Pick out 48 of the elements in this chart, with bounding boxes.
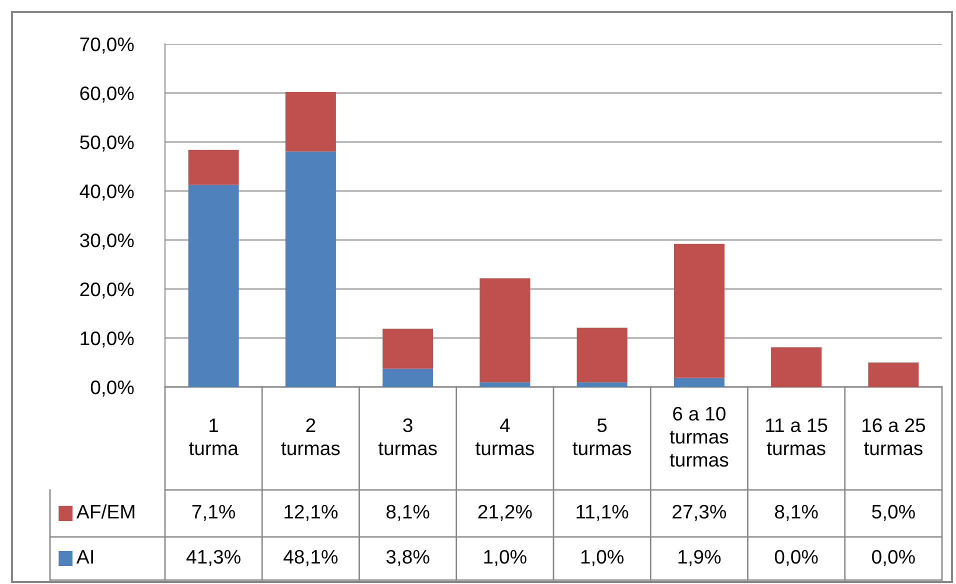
bar [382, 368, 434, 387]
data-label: 41,3% [186, 550, 240, 566]
y-tick-label: 40,0% [80, 184, 134, 201]
bar [576, 328, 628, 382]
data-label: 0,0% [774, 550, 818, 566]
x-tick-label: 6 a 10 turmas turmas [670, 406, 728, 467]
bar [382, 328, 434, 368]
bar [188, 150, 239, 185]
data-label: 7,1% [192, 504, 236, 521]
y-tick-label: 70,0% [80, 37, 134, 54]
data-label: 1,0% [581, 550, 624, 566]
x-tick-label: 1 turma [189, 418, 238, 456]
data-label: 3,8% [386, 550, 430, 566]
data-label: 8,1% [386, 504, 430, 521]
data-label: 11,1% [576, 504, 628, 521]
data-label: 48,1% [284, 550, 338, 566]
x-tick-label: 4 turmas [476, 418, 534, 456]
data-label: 5,0% [872, 504, 915, 521]
bar [188, 184, 239, 387]
data-label: 1,9% [678, 550, 721, 566]
data-label: 21,2% [478, 504, 532, 521]
y-tick-label: 60,0% [80, 86, 134, 103]
bar [285, 92, 336, 152]
bar [771, 347, 822, 387]
bar [868, 362, 919, 387]
x-tick-label: 11 a 15 turmas [766, 418, 828, 456]
y-tick-label: 0,0% [90, 380, 134, 397]
x-tick-label: 5 turmas [572, 418, 632, 456]
data-label: 27,3% [672, 504, 726, 521]
bar [674, 378, 724, 387]
data-label: 1,0% [484, 550, 526, 566]
data-label: 0,0% [872, 550, 915, 566]
legend-label: AI [76, 550, 93, 564]
x-tick-label: 16 a 25 turmas [862, 418, 926, 456]
bar [480, 278, 530, 382]
bar [674, 244, 724, 378]
data-label: 12,1% [284, 504, 338, 521]
legend-label: AF/EM [76, 504, 134, 519]
bar [576, 382, 628, 387]
y-tick-label: 30,0% [80, 233, 134, 250]
y-tick-label: 20,0% [80, 282, 134, 299]
x-tick-label: 3 turmas [378, 418, 437, 456]
y-tick-label: 10,0% [80, 331, 134, 348]
bar [285, 151, 336, 387]
data-label: 8,1% [775, 504, 818, 521]
x-tick-label: 2 turmas [281, 418, 340, 456]
bar [480, 382, 530, 387]
y-tick-label: 50,0% [80, 135, 134, 152]
